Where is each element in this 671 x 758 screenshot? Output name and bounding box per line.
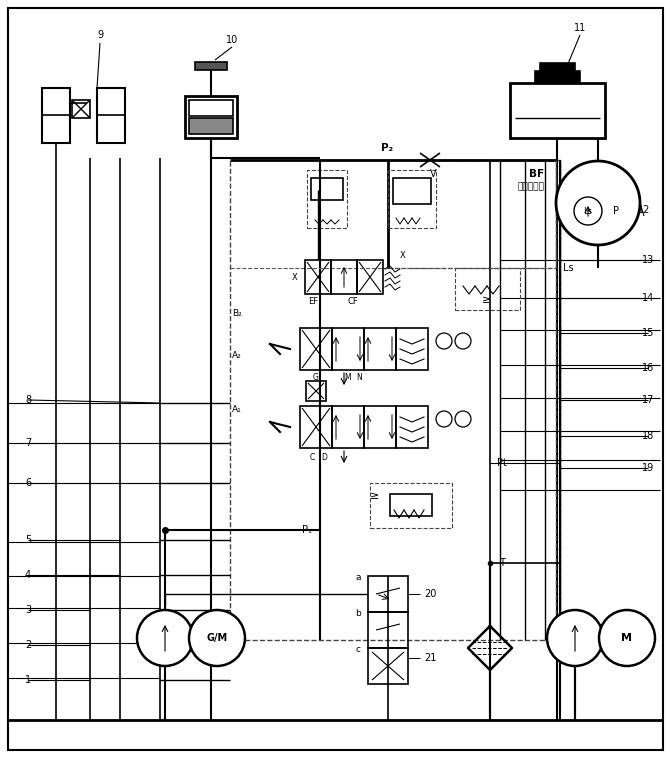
Text: N: N [356, 374, 362, 383]
Circle shape [189, 610, 245, 666]
Bar [510, 83, 605, 138]
Text: M: M [345, 374, 352, 383]
Bar [195, 62, 227, 70]
Bar [368, 576, 408, 612]
Text: X: X [400, 252, 406, 261]
Bar [230, 160, 560, 640]
Text: 15: 15 [642, 328, 654, 338]
Text: EF: EF [308, 297, 318, 306]
Bar [540, 63, 575, 71]
Text: 9: 9 [97, 30, 103, 40]
Text: 1: 1 [25, 675, 31, 685]
Text: ≥: ≥ [482, 295, 492, 305]
Bar [72, 100, 90, 118]
Circle shape [574, 197, 602, 225]
Bar [535, 71, 580, 83]
Text: D: D [321, 453, 327, 462]
Text: X: X [292, 272, 298, 281]
Text: ≥: ≥ [370, 491, 380, 501]
Bar [307, 170, 347, 228]
Bar [331, 260, 357, 294]
Bar [185, 96, 237, 138]
Text: 13: 13 [642, 255, 654, 265]
Text: b: b [355, 609, 361, 619]
Bar [396, 406, 428, 448]
Text: 20: 20 [424, 589, 436, 599]
Bar [388, 170, 436, 228]
Text: 21: 21 [424, 653, 436, 663]
Bar [97, 88, 125, 143]
Text: 7: 7 [25, 438, 31, 448]
Text: M: M [621, 633, 633, 643]
Text: 6: 6 [25, 478, 31, 488]
Text: P: P [613, 206, 619, 216]
Bar [332, 406, 364, 448]
Text: P₂: P₂ [381, 143, 393, 153]
Bar [189, 100, 233, 116]
Text: 5: 5 [25, 535, 31, 545]
Text: Ls: Ls [563, 263, 573, 273]
Circle shape [599, 610, 655, 666]
Text: Pt: Pt [497, 458, 507, 468]
Bar [189, 118, 233, 134]
Text: 18: 18 [642, 431, 654, 441]
Text: 主制动系统: 主制动系统 [517, 183, 544, 192]
Bar [357, 260, 383, 294]
Text: a: a [355, 574, 361, 582]
Bar [455, 268, 520, 310]
Bar [364, 406, 396, 448]
Text: B₂: B₂ [232, 309, 242, 318]
Bar [332, 328, 364, 370]
Text: 11: 11 [574, 23, 586, 33]
Text: 2: 2 [25, 640, 31, 650]
Text: 17: 17 [642, 395, 654, 405]
Bar [300, 328, 332, 370]
Text: CF: CF [348, 297, 358, 306]
Circle shape [556, 161, 640, 245]
Text: P₁: P₁ [302, 525, 312, 535]
Bar [368, 612, 408, 648]
Text: C: C [309, 453, 315, 462]
Text: c: c [356, 646, 360, 654]
Text: 3: 3 [25, 605, 31, 615]
Text: 4: 4 [25, 570, 31, 580]
Text: 8: 8 [25, 395, 31, 405]
Text: 14: 14 [642, 293, 654, 303]
Bar [390, 494, 432, 516]
Text: 12: 12 [638, 205, 650, 215]
Bar [305, 260, 331, 294]
Bar [306, 381, 326, 401]
Circle shape [455, 333, 471, 349]
Text: G: G [313, 374, 319, 383]
Bar [311, 178, 343, 200]
Bar [370, 483, 452, 528]
Text: 10: 10 [226, 35, 238, 45]
Text: T: T [499, 558, 505, 568]
Bar [368, 648, 408, 684]
Text: Ls: Ls [584, 206, 592, 215]
Bar [42, 88, 70, 143]
Text: A₂: A₂ [232, 350, 242, 359]
Circle shape [436, 333, 452, 349]
Circle shape [455, 411, 471, 427]
Text: 19: 19 [642, 463, 654, 473]
Text: 16: 16 [642, 363, 654, 373]
Text: A₁: A₁ [232, 406, 242, 415]
Circle shape [436, 411, 452, 427]
Circle shape [547, 610, 603, 666]
Bar [364, 328, 396, 370]
Circle shape [137, 610, 193, 666]
Bar [388, 160, 556, 268]
Bar [396, 328, 428, 370]
Text: BF: BF [529, 169, 544, 179]
Text: V: V [429, 169, 436, 179]
Bar [300, 406, 332, 448]
Bar [393, 178, 431, 204]
Text: G/M: G/M [207, 633, 227, 643]
